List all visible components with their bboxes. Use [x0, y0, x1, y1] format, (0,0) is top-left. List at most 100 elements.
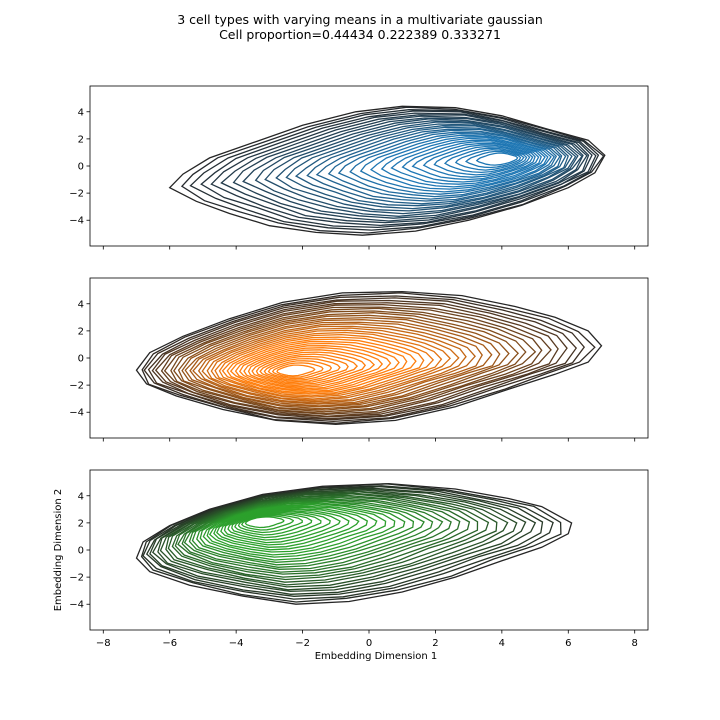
- x-tick-label: −4: [229, 638, 244, 649]
- density-contour: [229, 340, 408, 393]
- y-tick-label: 4: [78, 299, 84, 310]
- y-tick-label: 2: [78, 326, 84, 337]
- y-tick-label: 0: [78, 162, 84, 173]
- x-tick-label: 0: [366, 638, 372, 649]
- density-contour: [177, 495, 461, 575]
- density-contour: [181, 496, 452, 573]
- density-contour: [380, 137, 546, 188]
- x-tick-label: 2: [432, 638, 438, 649]
- y-axis-label: Embedding Dimension 2: [53, 489, 64, 612]
- x-tick-label: 6: [565, 638, 571, 649]
- density-contour: [170, 307, 537, 415]
- density-contour: [188, 499, 434, 568]
- x-tick-label: 4: [499, 638, 505, 649]
- y-tick-label: −4: [69, 216, 84, 227]
- y-tick-label: 0: [78, 546, 84, 557]
- density-contour: [359, 134, 552, 193]
- density-contour: [218, 333, 435, 397]
- density-contour: [210, 329, 452, 400]
- density-contour: [151, 299, 568, 420]
- density-contour: [251, 351, 367, 385]
- density-contour: [173, 310, 527, 413]
- x-tick-label: 8: [632, 638, 638, 649]
- density-contour: [220, 508, 350, 546]
- density-contour: [238, 345, 392, 390]
- density-contour: [141, 292, 596, 424]
- density-contour: [349, 132, 556, 195]
- density-contour: [147, 297, 578, 421]
- density-contour: [215, 507, 360, 548]
- density-contour: [168, 105, 606, 236]
- y-tick-label: −2: [69, 381, 84, 392]
- density-contour: [151, 488, 527, 593]
- density-contour: [244, 516, 285, 529]
- x-axis-label: Embedding Dimension 1: [315, 651, 438, 662]
- density-contour: [247, 349, 376, 387]
- contour-group: [135, 482, 573, 605]
- density-contour: [337, 131, 558, 198]
- panel-2: −4 −2 0 2 4: [69, 277, 649, 442]
- density-contour: [163, 306, 543, 416]
- density-contour: [221, 336, 425, 395]
- density-contour: [259, 355, 349, 383]
- density-contour: [254, 118, 583, 217]
- density-contour: [422, 144, 534, 178]
- y-tick-label: −2: [69, 573, 84, 584]
- density-contour: [189, 319, 493, 407]
- contour-group: [168, 105, 606, 236]
- density-contour: [227, 510, 331, 541]
- y-tick-label: −4: [69, 408, 84, 419]
- figure-title-line-1: 3 cell types with varying means in a mul…: [177, 12, 543, 27]
- density-contour: [234, 342, 400, 391]
- density-contour: [154, 302, 559, 418]
- density-contour: [189, 109, 600, 231]
- x-tick-label: −8: [96, 638, 111, 649]
- density-contour: [177, 312, 520, 411]
- y-tick-label: 4: [78, 107, 84, 118]
- density-contour: [369, 136, 549, 190]
- density-contour: [271, 362, 324, 378]
- density-contour: [315, 128, 563, 202]
- density-contour: [184, 316, 501, 408]
- density-contour: [159, 490, 509, 588]
- density-contour: [196, 500, 415, 563]
- density-contour: [242, 117, 584, 219]
- y-tick-label: −4: [69, 600, 84, 611]
- y-tick-label: −2: [69, 189, 84, 200]
- y-tick-label: 2: [78, 518, 84, 529]
- contour-group: [135, 290, 603, 426]
- density-contour: [143, 295, 586, 423]
- y-tick-label: 4: [78, 491, 84, 502]
- density-contour: [213, 506, 369, 551]
- density-contour: [226, 338, 417, 394]
- density-contour: [201, 325, 467, 403]
- density-contour: [171, 493, 479, 581]
- density-contour: [433, 145, 531, 176]
- density-contour: [327, 129, 561, 200]
- y-tick-label: 0: [78, 354, 84, 365]
- density-contour: [234, 513, 313, 536]
- density-contour: [443, 147, 528, 174]
- density-contour: [294, 125, 569, 207]
- density-contour: [285, 123, 573, 210]
- density-contour: [200, 110, 597, 229]
- density-contour: [401, 141, 540, 183]
- density-contour: [275, 121, 577, 212]
- density-contour: [197, 323, 476, 404]
- density-contour: [135, 290, 603, 426]
- density-contour: [145, 485, 544, 597]
- density-contour: [390, 139, 542, 185]
- x-tick-label: −2: [295, 638, 310, 649]
- density-contour: [220, 114, 590, 224]
- density-contour: [210, 112, 593, 227]
- density-contour: [243, 347, 384, 388]
- panel-1: −4 −2 0 2 4: [69, 85, 649, 250]
- panel-3: −4 −2 0 2 4 −8 −6 −4 −2 0 2 4 6 8 Embedding Dimension …: [53, 469, 649, 662]
- density-contour: [165, 491, 498, 586]
- density-contour: [202, 503, 396, 558]
- density-contour: [475, 152, 519, 166]
- density-contour: [183, 498, 444, 570]
- x-tick-label: −6: [162, 638, 177, 649]
- density-contour: [255, 353, 359, 384]
